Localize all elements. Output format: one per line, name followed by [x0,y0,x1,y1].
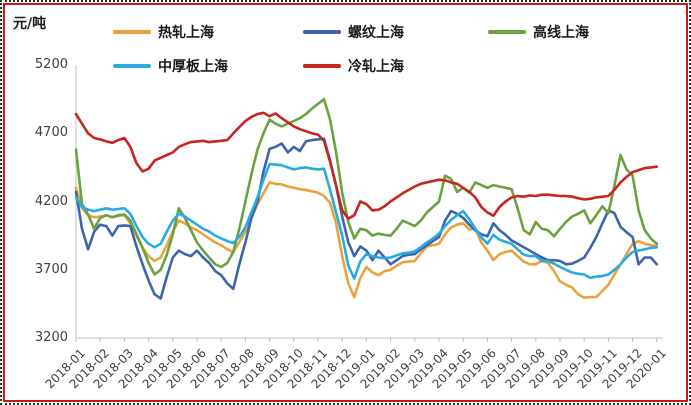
legend-label-cold-rolled: 冷轧上海 [348,59,404,75]
legend-item-medium-plate: 中厚板上海 [113,57,228,75]
legend-item-rebar: 螺纹上海 [303,23,404,41]
legend-label-wire-rod: 高线上海 [533,25,589,41]
hot-rolled-line-swatch [113,30,151,34]
legend-label-hot-rolled: 热轧上海 [158,25,214,41]
y-tick-label: 4700 [34,125,68,141]
medium-plate-line-swatch [113,64,151,68]
wire-rod-line-swatch [488,30,526,34]
y-axis-unit-label: 元/吨 [13,16,47,32]
series-line-1 [74,137,659,300]
legend-item-wire-rod: 高线上海 [488,23,589,41]
rebar-line-swatch [303,30,341,34]
legend-label-rebar: 螺纹上海 [348,25,404,41]
y-tick-label: 3700 [34,261,68,277]
series-line-2 [74,97,659,276]
series-line-3 [74,162,659,280]
legend-item-cold-rolled: 冷轧上海 [303,57,404,75]
legend-item-hot-rolled: 热轧上海 [113,23,214,41]
legend-label-medium-plate: 中厚板上海 [158,59,228,75]
y-tick-label: 5200 [34,57,68,72]
y-tick-label: 3200 [34,330,68,345]
cold-rolled-line-swatch [303,64,341,68]
series-line-4 [74,111,659,220]
y-tick-label: 4200 [34,193,68,209]
